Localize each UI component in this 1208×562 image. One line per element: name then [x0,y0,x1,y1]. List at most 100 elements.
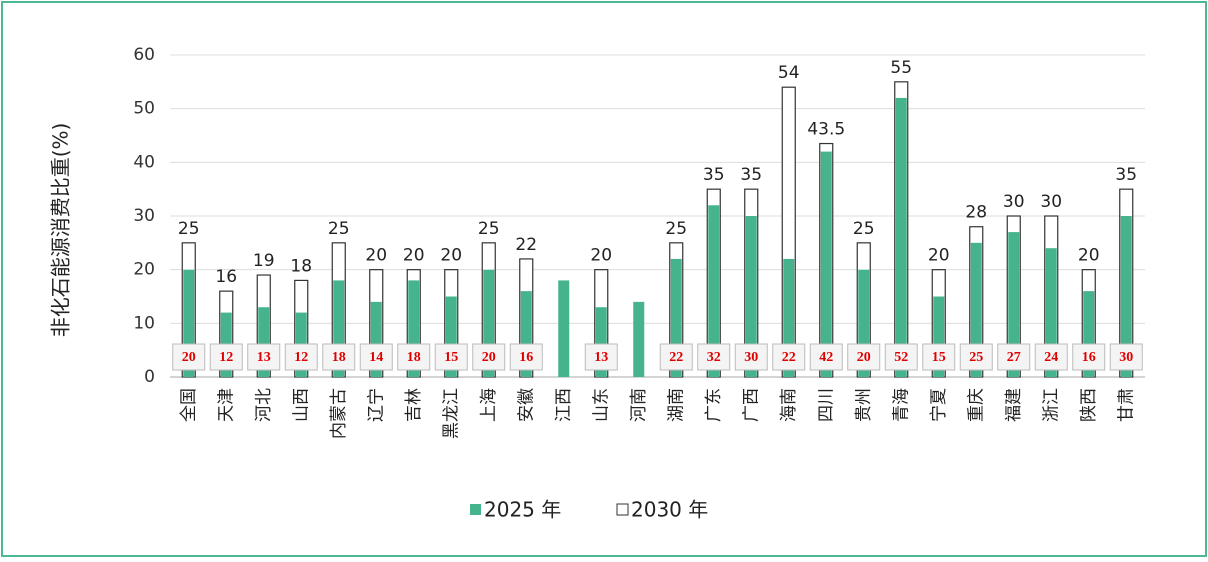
x-tick-label: 福建 [1004,388,1024,422]
data-label-2025: 18 [332,350,346,365]
bar-2025 [595,307,607,377]
data-label-2030: 20 [1078,246,1100,266]
data-label-2025: 20 [182,350,196,365]
bar-2025 [1083,291,1095,377]
x-tick-label: 上海 [479,388,499,422]
x-tick-label: 浙江 [1041,388,1061,422]
bar-2025 [708,205,720,377]
data-label-box [247,343,281,371]
data-label-box [697,343,731,371]
data-label-2025: 13 [594,350,608,365]
data-label-2030: 55 [890,58,912,78]
bar-2025 [745,216,757,377]
data-label-2030: 16 [215,267,237,287]
y-tick-label: 0 [144,367,155,387]
x-tick-label: 黑龙江 [441,388,461,439]
x-tick-label: 辽宁 [366,388,386,422]
data-label-2030: 43.5 [807,120,845,140]
x-tick-label: 贵州 [854,388,874,422]
data-label-box [922,343,956,371]
data-label-box [1034,343,1068,371]
x-tick-label: 江西 [554,388,574,422]
data-label-box [659,343,693,371]
x-tick-label: 山东 [591,388,611,422]
y-axis-label: 非化石能源消费比重(%) [49,123,73,338]
x-tick-label: 湖南 [666,388,686,422]
data-label-box [734,343,768,371]
bar-2025 [1120,216,1132,377]
bar-2025 [520,291,532,377]
data-label-2025: 30 [744,350,758,365]
data-label-2025: 15 [932,350,946,365]
legend-label: 2025 年 [484,498,561,522]
bar-2025 [970,242,982,377]
data-label-2025: 15 [444,350,458,365]
data-label-box [434,343,468,371]
data-label-2030: 25 [328,219,350,239]
bar-2025 [933,296,945,377]
data-label-2025: 24 [1044,350,1058,365]
data-label-2030: 25 [178,219,200,239]
x-tick-label: 宁夏 [929,388,949,422]
data-label-box [509,343,543,371]
y-tick-label: 20 [133,260,155,280]
data-label-2030: 18 [290,256,312,276]
x-tick-label: 甘肃 [1116,388,1136,422]
data-label-2025: 20 [482,350,496,365]
bar-2025 [483,269,495,377]
data-label-box [397,343,431,371]
data-label-2030: 20 [928,246,950,266]
data-label-2025: 13 [257,350,271,365]
bar-2025 [783,258,795,377]
data-label-2030: 20 [590,246,612,266]
data-label-box [322,343,356,371]
y-tick-label: 50 [133,99,155,119]
bar-2025 [858,269,870,377]
x-tick-label: 吉林 [404,388,424,422]
data-label-2030: 20 [403,246,425,266]
data-label-2025: 25 [969,350,983,365]
data-label-2025: 12 [219,350,233,365]
data-label-2030: 25 [853,219,875,239]
bar-2025 [1008,232,1020,377]
x-tick-label: 河北 [254,388,274,422]
bar-2025 [370,301,382,377]
data-label-2030: 35 [1115,165,1137,185]
x-tick-label: 安徽 [516,388,536,422]
data-label-2030: 20 [365,246,387,266]
x-tick-label: 青海 [891,388,911,422]
data-label-2025: 42 [819,350,833,365]
y-tick-label: 10 [133,313,155,333]
data-label-2030: 22 [515,235,537,255]
data-label-2030: 35 [703,165,725,185]
data-label-2025: 27 [1007,350,1021,365]
data-label-box [284,343,318,371]
bar-2025 [333,280,345,377]
data-label-2025: 18 [407,350,421,365]
bar-2025 [258,307,270,377]
x-tick-label: 内蒙古 [329,388,349,439]
data-label-2025: 20 [857,350,871,365]
data-label-box [809,343,843,371]
data-label-box [584,343,618,371]
data-label-2025: 14 [369,350,383,365]
bar-2025 [820,151,832,377]
x-tick-label: 四川 [816,388,836,422]
data-label-box [472,343,506,371]
x-tick-label: 天津 [216,388,236,422]
data-label-2030: 25 [665,219,687,239]
data-label-2025: 32 [707,350,721,365]
data-label-2030: 28 [965,203,987,223]
data-label-2030: 30 [1003,192,1025,212]
data-label-box [359,343,393,371]
data-label-box [1109,343,1143,371]
data-label-2025: 16 [1082,350,1096,365]
data-label-2030: 20 [440,246,462,266]
x-tick-label: 陕西 [1079,388,1099,422]
data-label-box [172,343,206,371]
legend-swatch [470,504,481,515]
data-label-2025: 22 [782,350,796,365]
data-label-2030: 35 [740,165,762,185]
bar-2025 [445,296,457,377]
legend-swatch [616,503,629,516]
